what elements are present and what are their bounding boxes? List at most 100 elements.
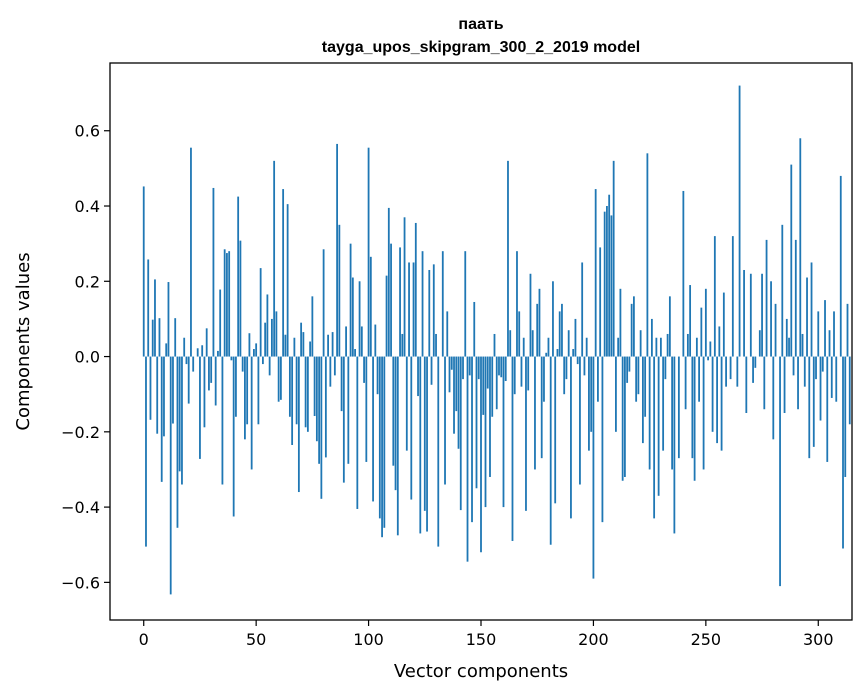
bar xyxy=(284,334,287,357)
bar xyxy=(291,356,294,445)
bar xyxy=(799,138,802,357)
bar xyxy=(169,356,172,595)
bar xyxy=(525,356,527,511)
bar xyxy=(619,288,622,357)
bar xyxy=(176,356,179,528)
bar xyxy=(581,262,584,357)
bar xyxy=(806,277,808,357)
bar xyxy=(354,349,356,357)
bar xyxy=(534,356,536,470)
bar xyxy=(154,279,156,357)
bar xyxy=(664,356,667,380)
bar xyxy=(448,356,451,393)
bar xyxy=(399,247,401,357)
bar xyxy=(606,206,608,357)
bar xyxy=(345,326,347,357)
bar xyxy=(455,356,458,412)
bar xyxy=(212,187,215,357)
bar xyxy=(612,160,615,357)
bar xyxy=(473,301,476,357)
y-tick-label: −0.6 xyxy=(61,573,100,592)
bar xyxy=(588,356,590,451)
bar xyxy=(835,356,838,402)
bar xyxy=(480,356,482,553)
bar xyxy=(208,356,210,391)
bar xyxy=(691,356,694,459)
bar xyxy=(437,356,440,547)
bar xyxy=(536,303,539,357)
bar xyxy=(295,356,298,425)
bar xyxy=(628,356,631,372)
bar xyxy=(785,318,788,357)
bar xyxy=(286,204,289,357)
bar xyxy=(311,296,314,357)
bar xyxy=(486,356,489,389)
bar xyxy=(262,356,264,365)
bar xyxy=(698,356,700,402)
bar xyxy=(677,356,680,459)
bar xyxy=(453,356,455,434)
bar xyxy=(839,175,842,357)
bar xyxy=(363,356,365,383)
bar xyxy=(682,190,685,357)
bar xyxy=(673,356,676,534)
bar xyxy=(797,356,799,410)
bar xyxy=(322,249,325,357)
bar xyxy=(203,356,206,428)
bar xyxy=(590,356,593,432)
bar xyxy=(707,356,709,361)
bar xyxy=(482,356,485,415)
bar xyxy=(369,256,372,357)
bar xyxy=(745,356,748,413)
bar xyxy=(511,356,514,541)
bar xyxy=(396,356,399,536)
bar xyxy=(223,249,226,357)
bar xyxy=(320,356,323,499)
bar xyxy=(547,337,550,357)
bar xyxy=(684,356,687,410)
bar xyxy=(718,326,721,357)
bar xyxy=(779,356,781,587)
bar xyxy=(464,251,467,357)
bar xyxy=(190,147,192,357)
y-axis-ticks: −0.6 −0.4 −0.2 0.0 0.2 0.4 0.6 xyxy=(61,122,110,592)
bar xyxy=(390,243,392,357)
bar xyxy=(702,356,705,470)
y-axis-label: Components values xyxy=(13,252,34,430)
bar xyxy=(306,356,309,432)
bar xyxy=(446,311,449,357)
bar xyxy=(457,356,460,449)
bar xyxy=(810,262,813,357)
bar xyxy=(205,328,208,357)
bar xyxy=(792,356,795,376)
bar xyxy=(351,277,354,357)
bar xyxy=(151,319,154,357)
bar xyxy=(239,240,242,357)
bar xyxy=(414,222,417,357)
chart-title: паать xyxy=(458,16,503,33)
y-tick-label: 0.2 xyxy=(75,272,100,291)
bar xyxy=(302,332,305,357)
bar xyxy=(282,189,285,357)
bar xyxy=(821,356,824,372)
bar xyxy=(498,356,500,376)
bar xyxy=(844,356,847,477)
bar xyxy=(165,343,168,357)
bar xyxy=(650,318,653,357)
bar xyxy=(848,356,851,425)
bar xyxy=(801,333,804,357)
bar xyxy=(815,356,817,380)
bar xyxy=(246,356,249,425)
bar xyxy=(561,303,563,357)
bar xyxy=(846,303,849,357)
bar xyxy=(509,330,512,357)
bar xyxy=(695,337,698,357)
bar xyxy=(641,356,644,444)
bar xyxy=(615,356,617,432)
bar xyxy=(199,356,201,459)
bar xyxy=(592,356,595,579)
bar xyxy=(273,160,276,357)
bar xyxy=(507,160,509,357)
bar xyxy=(288,356,291,417)
bar xyxy=(181,356,183,485)
